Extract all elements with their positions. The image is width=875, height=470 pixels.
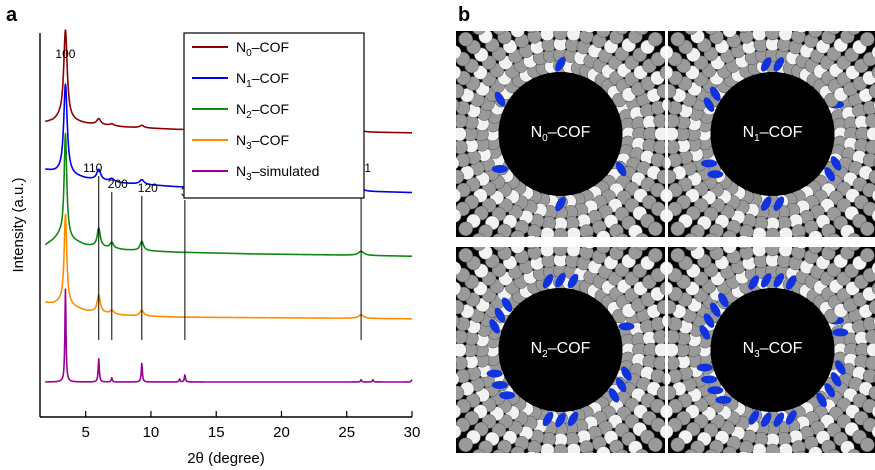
structure-tile-n1: N1–COF bbox=[668, 31, 875, 237]
structure-tile-n0: N0–COF bbox=[456, 31, 665, 237]
x-tick-label-4: 25 bbox=[338, 424, 355, 441]
tile-label-n3: N3–COF bbox=[742, 339, 803, 361]
panel-a-letter: a bbox=[6, 4, 18, 26]
x-tick-label-2: 15 bbox=[208, 424, 225, 441]
structure-tile-n2: N2–COF bbox=[456, 247, 665, 453]
tile-label-n0: N0–COF bbox=[530, 123, 591, 145]
pore bbox=[498, 72, 623, 196]
tile-label-n2: N2–COF bbox=[530, 339, 591, 361]
series-line-2 bbox=[44, 132, 413, 258]
structure-tile-n3: N3–COF bbox=[668, 247, 875, 453]
x-axis-label: 2θ (degree) bbox=[187, 450, 265, 467]
legend-label-1: N1–COF bbox=[236, 70, 289, 90]
framework-ring bbox=[456, 247, 665, 453]
peak-label-3: 120 bbox=[138, 181, 158, 195]
xrd-chart: 100110200120320001510152025302θ (degree)… bbox=[10, 29, 421, 467]
x-tick-label-1: 10 bbox=[143, 424, 160, 441]
framework-ring bbox=[668, 247, 875, 453]
series-line-4 bbox=[44, 288, 413, 383]
tile-label-n1: N1–COF bbox=[742, 123, 803, 145]
x-tick-label-3: 20 bbox=[273, 424, 290, 441]
framework-ring bbox=[668, 31, 875, 237]
legend-label-4: N3–simulated bbox=[236, 163, 319, 183]
series-line-3 bbox=[44, 213, 413, 320]
legend-label-0: N0–COF bbox=[236, 39, 289, 59]
panel-b-letter: b bbox=[458, 4, 471, 26]
peak-label-2: 200 bbox=[108, 177, 128, 191]
pore bbox=[498, 288, 623, 412]
pore bbox=[710, 72, 835, 196]
peak-label-1: 110 bbox=[83, 161, 102, 175]
x-tick-label-0: 5 bbox=[82, 424, 90, 441]
legend-label-2: N2–COF bbox=[236, 101, 289, 121]
legend-label-3: N3–COF bbox=[236, 132, 289, 152]
framework-ring bbox=[456, 31, 665, 237]
y-axis-label: Intensity (a.u.) bbox=[10, 177, 27, 272]
peak-label-0: 100 bbox=[55, 47, 75, 61]
pore bbox=[710, 288, 835, 412]
x-tick-label-5: 30 bbox=[404, 424, 421, 441]
